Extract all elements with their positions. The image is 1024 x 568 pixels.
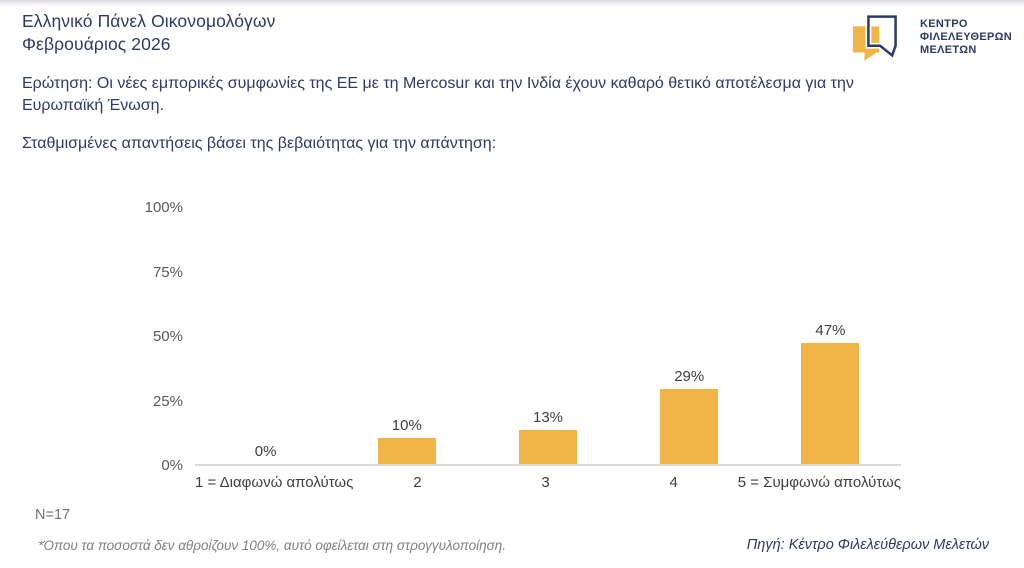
chart-subtitle: Σταθμισμένες απαντήσεις βάσει της βεβαιό…	[22, 135, 497, 152]
panel-date: Φεβρουάριος 2026	[22, 34, 171, 54]
bar-value-label: 13%	[532, 409, 564, 427]
bar-slot: 0%	[195, 208, 336, 464]
bar	[801, 342, 860, 464]
bar-value-label: 29%	[674, 368, 705, 386]
bar-slot: 13%	[477, 208, 618, 464]
kefim-logo: ΚΕΝΤΡΟ ΦΙΛΕΛΕΥΘΕΡΩΝ ΜΕΛΕΤΩΝ	[850, 8, 1012, 66]
top-edge-fade	[0, 0, 1024, 7]
y-axis-tick: 50%	[152, 328, 183, 345]
y-axis: 0% 25% 50% 75% 100%	[96, 199, 183, 474]
bar-slot: 47%	[760, 208, 901, 464]
logo-line-2: ΦΙΛΕΛΕΥΘΕΡΩΝ	[920, 30, 1012, 43]
x-axis-label: 5 = Συμφωνώ απολύτως	[737, 474, 901, 491]
x-axis: 1 = Διαφωνώ απολύτως 2 3 4 5 = Συμφωνώ απολύ…	[195, 473, 901, 493]
bar	[377, 438, 436, 464]
bar-value-label: 10%	[391, 417, 422, 435]
bar-value-label: 47%	[815, 321, 846, 339]
speech-bubbles-icon	[852, 13, 899, 61]
source-attribution: Πηγή: Κέντρο Φιλελεύθερων Μελετών	[746, 537, 989, 553]
y-axis-tick: 0%	[161, 457, 183, 474]
y-axis-tick: 100%	[144, 199, 183, 216]
rounding-footnote: *Όπου τα ποσοστά δεν αθροίζουν 100%, αυτ…	[38, 538, 507, 553]
x-axis-label: 4	[669, 474, 678, 491]
page-title: Ελληνικό Πάνελ Οικονομολόγων Φεβρουάριος…	[22, 10, 276, 56]
logo-wordmark: ΚΕΝΤΡΟ ΦΙΛΕΛΕΥΘΕΡΩΝ ΜΕΛΕΤΩΝ	[920, 18, 1012, 57]
y-axis-tick: 75%	[152, 263, 183, 281]
x-axis-label: 2	[413, 474, 422, 491]
y-axis-tick: 25%	[152, 392, 183, 410]
logo-line-1: ΚΕΝΤΡΟ	[920, 17, 968, 30]
bar	[519, 430, 577, 464]
bar-slot: 29%	[619, 208, 760, 464]
bar-value-label: 0%	[254, 443, 277, 460]
sample-size: N=17	[35, 507, 71, 523]
logo-line-3: ΜΕΛΕΤΩΝ	[920, 43, 977, 56]
bar-slot: 10%	[336, 208, 477, 464]
plot-area: 0% 10% 13% 29% 47%	[195, 208, 901, 466]
bar	[660, 389, 719, 464]
survey-question: Ερώτηση: Οι νέες εμπορικές συμφωνίες της…	[22, 75, 854, 114]
x-axis-label: 3	[541, 474, 550, 491]
panel-title: Ελληνικό Πάνελ Οικονομολόγων	[22, 11, 276, 31]
x-axis-label: 1 = Διαφωνώ απολύτως	[195, 474, 354, 491]
